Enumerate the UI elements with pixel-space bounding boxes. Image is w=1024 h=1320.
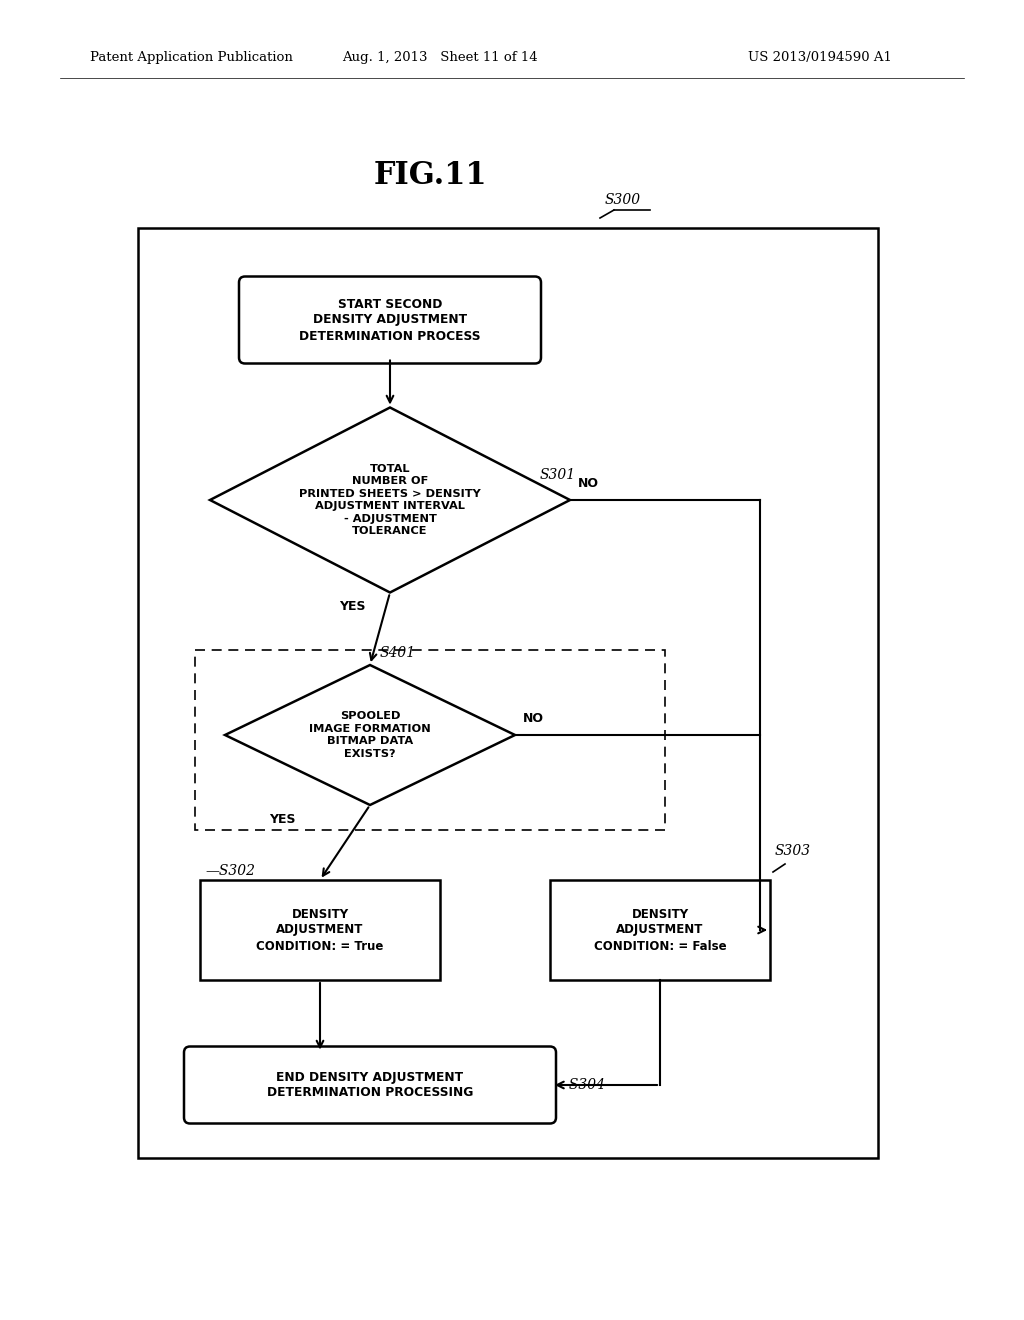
Text: S301: S301 bbox=[540, 469, 577, 482]
Text: DENSITY
ADJUSTMENT
CONDITION: = True: DENSITY ADJUSTMENT CONDITION: = True bbox=[256, 908, 384, 953]
Polygon shape bbox=[225, 665, 515, 805]
Text: DENSITY
ADJUSTMENT
CONDITION: = False: DENSITY ADJUSTMENT CONDITION: = False bbox=[594, 908, 726, 953]
Text: —S302: —S302 bbox=[205, 865, 255, 878]
Bar bbox=[200, 880, 440, 979]
FancyBboxPatch shape bbox=[239, 276, 541, 363]
Text: S401: S401 bbox=[380, 645, 416, 660]
Polygon shape bbox=[210, 408, 570, 593]
Text: TOTAL
NUMBER OF
PRINTED SHEETS > DENSITY
ADJUSTMENT INTERVAL
- ADJUSTMENT
TOLERA: TOTAL NUMBER OF PRINTED SHEETS > DENSITY… bbox=[299, 465, 481, 536]
Text: FIG.11: FIG.11 bbox=[374, 160, 486, 190]
Text: S300: S300 bbox=[605, 193, 641, 207]
Text: END DENSITY ADJUSTMENT
DETERMINATION PROCESSING: END DENSITY ADJUSTMENT DETERMINATION PRO… bbox=[267, 1071, 473, 1100]
Bar bbox=[195, 649, 665, 830]
Bar bbox=[550, 880, 770, 979]
Text: YES: YES bbox=[268, 813, 295, 826]
Text: —S304: —S304 bbox=[555, 1078, 605, 1092]
Text: START SECOND
DENSITY ADJUSTMENT
DETERMINATION PROCESS: START SECOND DENSITY ADJUSTMENT DETERMIN… bbox=[299, 297, 480, 342]
Text: US 2013/0194590 A1: US 2013/0194590 A1 bbox=[749, 51, 892, 65]
Text: NO: NO bbox=[523, 711, 544, 725]
FancyBboxPatch shape bbox=[184, 1047, 556, 1123]
Text: Aug. 1, 2013   Sheet 11 of 14: Aug. 1, 2013 Sheet 11 of 14 bbox=[342, 51, 538, 65]
Text: SPOOLED
IMAGE FORMATION
BITMAP DATA
EXISTS?: SPOOLED IMAGE FORMATION BITMAP DATA EXIS… bbox=[309, 711, 431, 759]
Text: S303: S303 bbox=[775, 843, 811, 858]
Text: Patent Application Publication: Patent Application Publication bbox=[90, 51, 293, 65]
Text: NO: NO bbox=[578, 477, 599, 490]
Text: YES: YES bbox=[339, 601, 366, 614]
Bar bbox=[138, 228, 878, 1158]
